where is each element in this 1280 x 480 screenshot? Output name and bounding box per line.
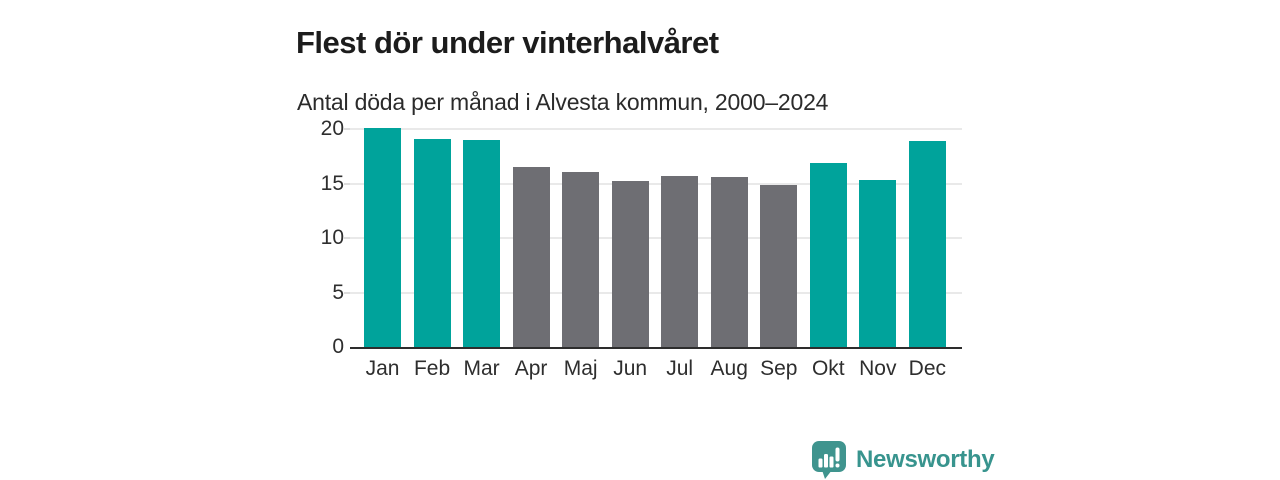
x-label-text: Jul — [666, 357, 694, 380]
bar-aug — [710, 177, 748, 347]
x-label-maj: Maj — [562, 357, 599, 381]
x-axis: Jan Feb Mar Apr Maj Jun Jul Aug Sep Okt Nov Dec — [350, 357, 962, 381]
y-tick-mark-20 — [344, 128, 350, 130]
x-label-jan: Jan — [364, 357, 401, 381]
y-tick-label-20: 20 — [320, 117, 344, 140]
bars-container — [350, 118, 962, 347]
x-label-mar: Mar — [463, 357, 500, 381]
bar-nov — [859, 180, 897, 347]
x-label-dec: Dec — [909, 357, 946, 381]
y-axis: 0 5 10 15 20 — [296, 117, 344, 358]
x-label-aug: Aug — [711, 357, 748, 381]
x-label-text: Jan — [365, 357, 400, 380]
x-label-sep: Sep — [760, 357, 797, 381]
y-tick-mark-10 — [344, 237, 350, 239]
x-label-jul: Jul — [661, 357, 698, 381]
y-tick-label-15: 15 — [320, 171, 344, 195]
plot-area — [344, 118, 962, 349]
x-label-text: Dec — [908, 357, 947, 380]
gridline-20 — [350, 128, 962, 130]
x-label-nov: Nov — [859, 357, 896, 381]
x-label-text: Apr — [514, 357, 548, 380]
bar-jun — [611, 181, 649, 347]
y-tick-mark-5 — [344, 291, 350, 294]
bar-okt — [809, 163, 847, 347]
gridline-15 — [350, 182, 962, 185]
bar-dec — [908, 141, 946, 347]
gridline-5 — [350, 291, 962, 294]
gridline-10 — [350, 237, 962, 239]
y-tick-mark-15 — [344, 182, 350, 185]
x-label-text: Maj — [563, 357, 598, 380]
bar-maj — [562, 172, 600, 347]
x-label-text: Sep — [760, 357, 798, 380]
bar-jan — [364, 128, 401, 347]
x-label-okt: Okt — [810, 357, 847, 381]
x-label-text: Okt — [811, 357, 845, 380]
x-label-text: Nov — [859, 357, 897, 380]
y-tick-label-0: 0 — [332, 335, 344, 358]
bar-feb — [413, 139, 451, 347]
bar-jul — [661, 176, 699, 347]
y-tick-label-5: 5 — [332, 280, 344, 304]
newsworthy-brand-name: Newsworthy — [856, 446, 995, 473]
y-tick-label-10: 10 — [320, 226, 344, 249]
bar-sep — [760, 185, 798, 347]
x-label-apr: Apr — [513, 357, 550, 381]
newsworthy-logo-icon — [812, 441, 846, 479]
x-label-text: Feb — [413, 357, 451, 380]
x-label-feb: Feb — [414, 357, 451, 381]
x-label-text: Mar — [463, 357, 500, 380]
x-label-jun: Jun — [612, 357, 649, 381]
x-label-text: Aug — [710, 357, 748, 380]
bar-apr — [512, 167, 550, 347]
bar-mar — [463, 140, 501, 347]
x-label-text: Jun — [613, 357, 648, 380]
chart-title: Flest dör under vinterhalvåret — [296, 24, 719, 60]
chart-subtitle: Antal döda per månad i Alvesta kommun, 2… — [297, 89, 829, 115]
